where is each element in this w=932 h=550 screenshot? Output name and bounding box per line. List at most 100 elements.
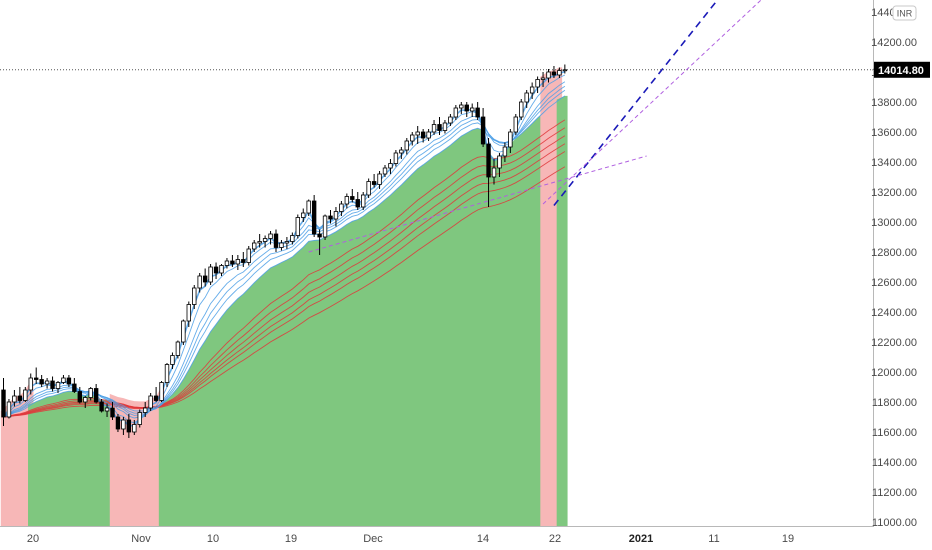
candle-body	[464, 104, 469, 112]
candle-body	[61, 377, 66, 383]
candle-body	[469, 107, 475, 112]
y-tick-label: 13800.00	[871, 97, 917, 109]
y-tick-label: 11200.00	[872, 487, 917, 499]
candle-body	[241, 259, 246, 263]
y-axis[interactable]: 11000.0011200.0011400.0011600.0011800.00…	[871, 0, 932, 529]
x-tick-label: 22	[549, 533, 561, 545]
candle-body	[268, 233, 273, 239]
x-tick-labels: 20 Nov 10 19 Dec 14 22 2021 11 19	[27, 533, 794, 545]
candle-body	[360, 194, 366, 208]
candles	[1, 64, 568, 438]
x-tick-label: Dec	[363, 533, 383, 545]
x-tick-label: 11	[708, 533, 719, 545]
candle-body	[88, 388, 93, 398]
trendline	[542, 0, 762, 205]
y-tick-label: 12600.00	[871, 277, 917, 289]
candle-body	[44, 380, 50, 385]
candle-body	[121, 419, 126, 430]
candle-body	[557, 70, 562, 76]
candle-body	[371, 181, 377, 185]
x-tick-label: 14	[477, 533, 489, 545]
candle-body	[551, 71, 557, 76]
candle-body	[262, 238, 268, 242]
last-price-tag-label: 14014.80	[878, 65, 924, 77]
currency-badge[interactable]: INR	[892, 5, 917, 21]
candle-body	[333, 211, 339, 220]
candle-body	[350, 196, 355, 200]
candle-body	[404, 140, 409, 151]
candle-body	[279, 242, 284, 248]
candle-body	[415, 131, 420, 136]
x-tick-label: 19	[782, 533, 794, 545]
candle-body	[295, 217, 300, 236]
candle-body	[153, 395, 159, 401]
candle-body	[317, 233, 322, 238]
candle-body	[77, 391, 82, 403]
currency-badge-box	[892, 5, 917, 21]
regime-zone-bearish	[0, 380, 34, 540]
candle-body	[148, 395, 153, 409]
candle-body	[366, 181, 371, 196]
candle-body	[513, 116, 518, 133]
candle-body	[235, 259, 241, 265]
candle-body	[142, 407, 148, 413]
candle-body	[448, 116, 453, 124]
candle-body	[426, 131, 431, 139]
candle-body	[480, 116, 486, 145]
candle-body	[486, 143, 491, 178]
x-tick-label: 19	[285, 533, 297, 545]
candle-body	[535, 79, 540, 88]
candle-body	[186, 304, 191, 322]
candle-body	[159, 382, 164, 401]
candle-body	[99, 401, 104, 412]
x-axis[interactable]: 20 Nov 10 19 Dec 14 22 2021 11 19	[0, 526, 932, 550]
candle-body	[437, 124, 442, 131]
candle-body	[382, 167, 388, 175]
candle-body	[322, 215, 328, 238]
x-tick-label: Nov	[131, 533, 151, 545]
x-tick-label: 10	[207, 533, 219, 545]
y-tick-label: 11600.00	[872, 427, 917, 439]
candle-body	[355, 199, 360, 208]
candle-body	[93, 388, 99, 403]
y-tick-label: 13400.00	[871, 157, 917, 169]
y-tick-label: 13600.00	[871, 127, 917, 139]
regime-zones	[0, 67, 568, 541]
candle-body	[290, 235, 295, 242]
trendline	[553, 0, 719, 206]
long-ma-line	[3, 166, 566, 418]
candle-body	[219, 265, 224, 274]
currency-badge-label: INR	[897, 9, 913, 19]
candle-body	[164, 364, 170, 383]
candle-body	[132, 424, 137, 433]
x-tick-label: 20	[27, 533, 39, 545]
candle-body	[420, 131, 426, 139]
candle-body	[524, 92, 529, 103]
candle-body	[257, 241, 262, 244]
last-price-tag-box	[874, 61, 930, 78]
candle-body	[502, 146, 508, 157]
candle-body	[410, 134, 415, 142]
candle-body	[170, 355, 175, 365]
regime-zone-bullish	[28, 391, 116, 540]
candle-body	[562, 69, 568, 72]
candle-body	[339, 203, 344, 212]
x-axis-background	[0, 526, 932, 550]
candle-body	[491, 167, 497, 178]
candle-body	[137, 412, 142, 425]
candle-body	[377, 173, 382, 185]
candle-body	[83, 397, 88, 403]
candle-body	[66, 377, 72, 385]
candle-body	[104, 407, 110, 412]
candle-body	[224, 260, 230, 266]
candle-body	[208, 266, 213, 283]
candle-body	[181, 320, 186, 343]
last-price-tag: 14014.80	[874, 61, 930, 78]
candle-body	[459, 104, 464, 109]
candle-body	[284, 241, 290, 244]
candle-body	[311, 200, 317, 235]
candle-body	[110, 407, 115, 418]
regime-zone-bullish	[556, 95, 568, 541]
trendlines	[308, 0, 762, 253]
